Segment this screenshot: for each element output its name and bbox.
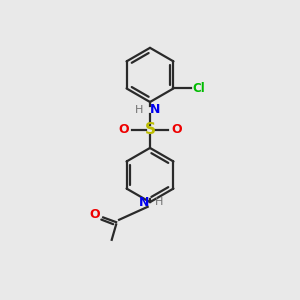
Text: H: H — [135, 105, 143, 115]
Text: Cl: Cl — [192, 82, 205, 95]
Text: N: N — [149, 103, 160, 116]
Text: N: N — [138, 196, 149, 208]
Text: O: O — [89, 208, 100, 221]
Text: H: H — [155, 197, 163, 207]
Text: O: O — [171, 124, 182, 136]
Text: S: S — [145, 122, 155, 137]
Text: O: O — [118, 124, 129, 136]
